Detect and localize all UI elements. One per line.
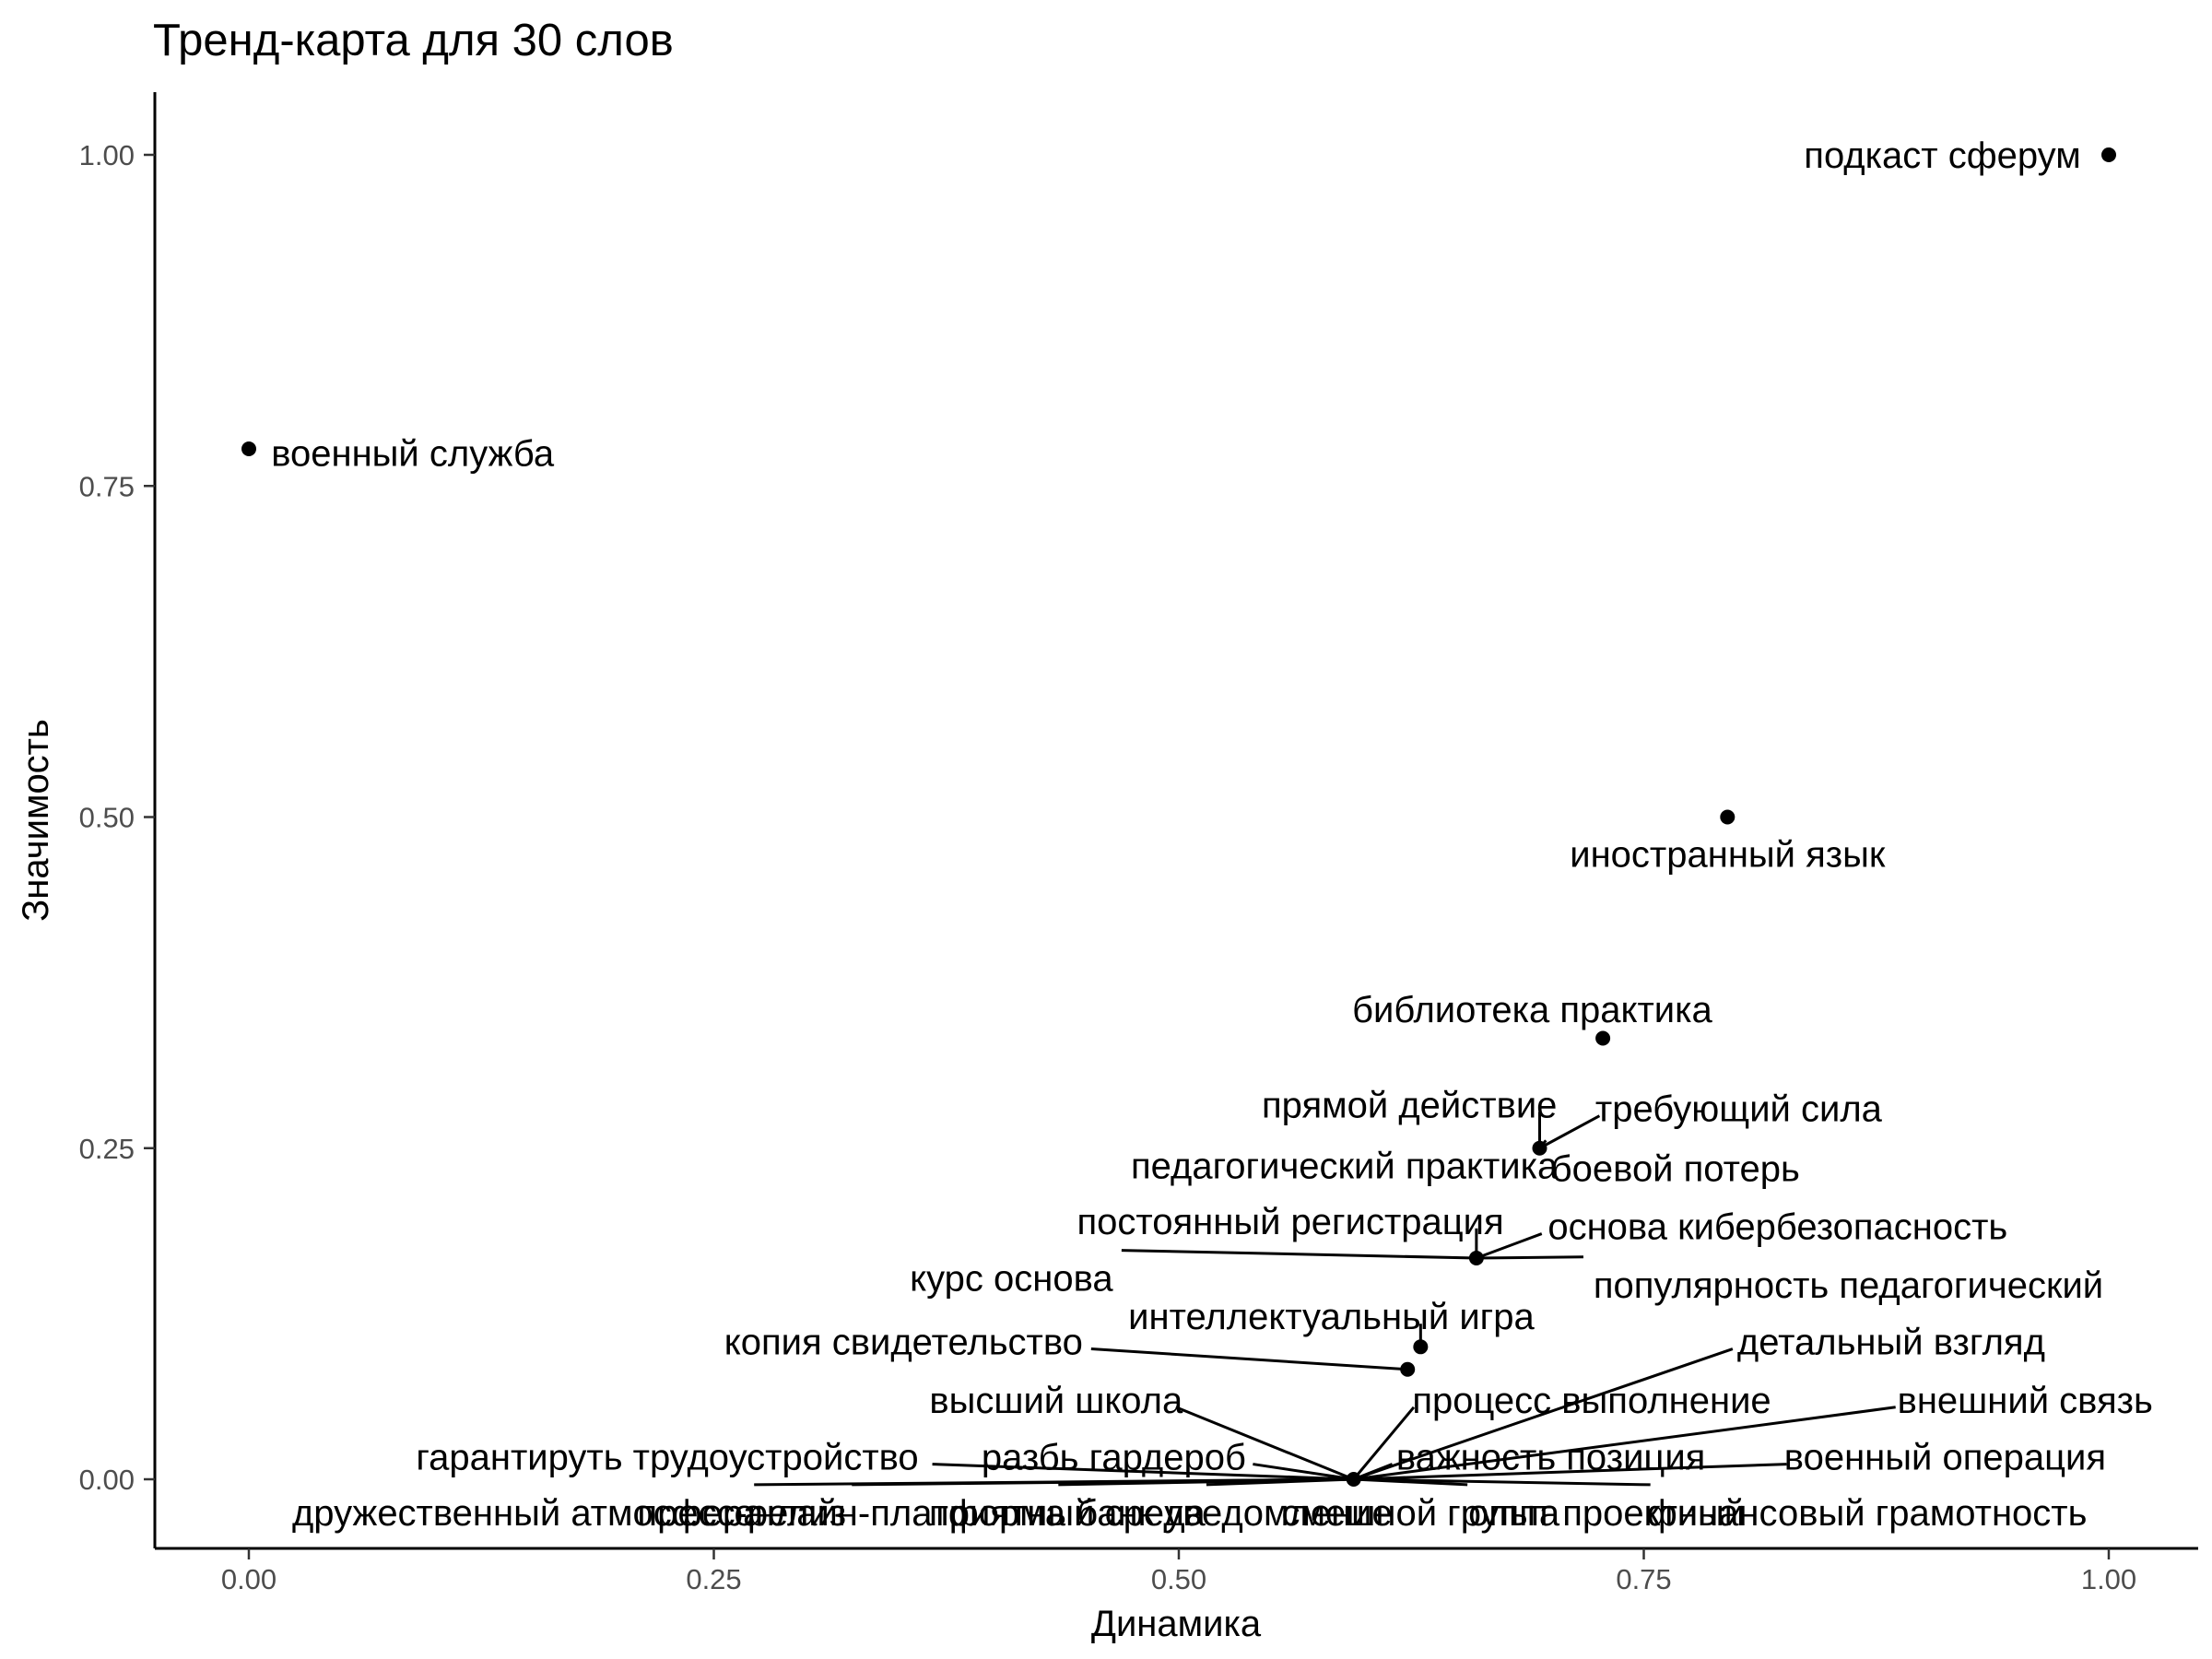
point-labels: подкаст сферум военный служба иностранный …: [271, 135, 2153, 1534]
point-label: пресс-релиз: [637, 1493, 846, 1534]
point-label: приятный среда: [929, 1493, 1206, 1534]
leader-line: [1253, 1463, 1354, 1481]
point-label: опыт проектный: [1468, 1493, 1745, 1534]
x-axis-label: Динамика: [1091, 1604, 1262, 1644]
point-label: военный операция: [1784, 1438, 2106, 1478]
point-label: интеллектуальный игра: [1128, 1297, 1535, 1337]
x-tick-label: 0.50: [1151, 1563, 1206, 1595]
x-tick-label: 1.00: [2081, 1563, 2136, 1595]
leader-line: [932, 1463, 1354, 1481]
leader-line: [1538, 1114, 1601, 1150]
leader-line: [1353, 1477, 1651, 1487]
point-label: популярность педагогический: [1594, 1265, 2103, 1306]
point-label: финансовый грамотность: [1647, 1493, 2088, 1534]
point-label: требующий сила: [1595, 1089, 1883, 1130]
point-label: подкаст сферум: [1804, 135, 2080, 176]
point-label: иностранный язык: [1570, 835, 1886, 876]
axes: [153, 92, 2198, 1550]
point-label: детальный взгляд: [1737, 1323, 2045, 1363]
leader-line: [1121, 1249, 1477, 1260]
point-label: прямой действие: [1262, 1085, 1557, 1125]
x-tick-label: 0.00: [221, 1563, 276, 1595]
data-point: [1413, 1339, 1429, 1355]
data-point: [241, 441, 256, 457]
point-label: боевой потерь: [1551, 1148, 1800, 1189]
leader-lines: [754, 1112, 1896, 1487]
point-label: основа кибербезопасность: [1547, 1207, 2007, 1248]
data-point: [2101, 147, 2116, 162]
data-point: [1720, 809, 1735, 825]
leader-line: [1090, 1347, 1408, 1371]
leader-line: [1353, 1347, 1734, 1481]
point-label: внешний связь: [1898, 1381, 2153, 1421]
y-tick-label: 0.50: [79, 802, 135, 834]
leader-line: [1175, 1406, 1355, 1481]
point-label: важность позиция: [1396, 1438, 1705, 1478]
point-label: курс основа: [910, 1259, 1113, 1300]
point-label: постоянный регистрация: [1077, 1202, 1503, 1242]
data-point: [1595, 1030, 1611, 1046]
ticks: 0.00 0.25 0.50 0.75 1.00 0.00 0.25 0.50 0.75 1.00: [79, 139, 2137, 1595]
x-tick-label: 0.75: [1616, 1563, 1671, 1595]
data-point: [1468, 1251, 1484, 1266]
data-point: [1400, 1361, 1416, 1377]
chart-title: Тренд-карта для 30 слов: [153, 16, 674, 65]
point-label: библиотека практика: [1352, 990, 1712, 1030]
point-label: педагогический практика: [1131, 1146, 1559, 1186]
y-tick-label: 0.00: [79, 1464, 135, 1496]
point-label: разбь гардероб: [982, 1438, 1246, 1478]
leader-line: [1476, 1255, 1583, 1260]
leader-line: [1476, 1232, 1543, 1260]
point-label: онлайн-платформа: [735, 1493, 1066, 1534]
x-tick-label: 0.25: [686, 1563, 741, 1595]
data-points: [241, 147, 2116, 1487]
point-label: копия свидетельство: [724, 1323, 1083, 1363]
y-tick-label: 0.75: [79, 470, 135, 502]
data-point: [1532, 1140, 1547, 1156]
leader-line: [1206, 1477, 1354, 1487]
leader-line: [1353, 1406, 1896, 1481]
point-label: военный служба: [271, 433, 555, 474]
y-tick-label: 0.25: [79, 1133, 135, 1165]
point-label: высший школа: [929, 1381, 1183, 1421]
point-label: процесс выполнение: [1412, 1381, 1771, 1421]
point-label: дружественный атмосфера: [292, 1493, 764, 1534]
leader-line: [1353, 1463, 1787, 1481]
data-point: [1346, 1472, 1361, 1487]
y-axis-label: Значимость: [16, 719, 56, 922]
leader-line: [1352, 1406, 1416, 1480]
point-label: банк уведомление: [1077, 1493, 1392, 1534]
point-label: гарантируть трудоустройство: [416, 1438, 918, 1478]
y-tick-label: 1.00: [79, 139, 135, 171]
point-label: смешной группа: [1282, 1493, 1560, 1534]
